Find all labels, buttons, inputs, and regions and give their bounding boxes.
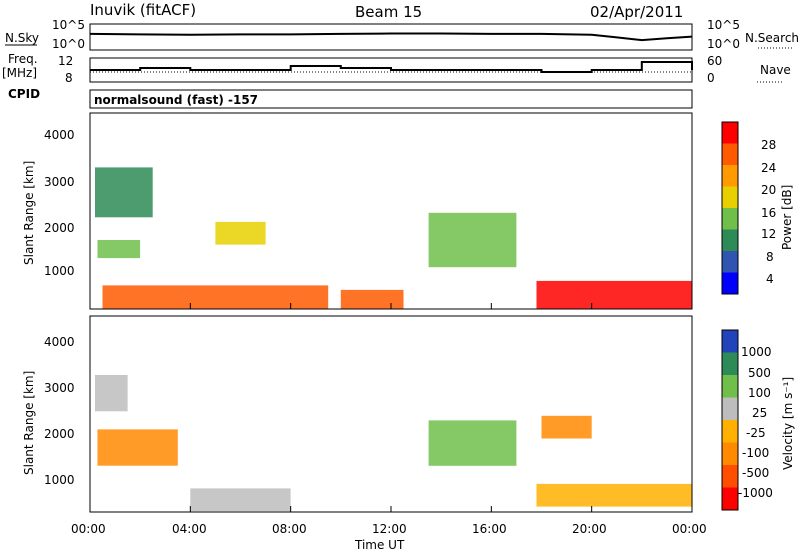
power-colorbar-frame [721, 121, 739, 295]
nsky-series-line [89, 32, 693, 42]
nsky-label: N.Sky [5, 31, 39, 45]
xtick-1600: 16:00 [472, 522, 507, 536]
power-cbar-tick-12: 12 [761, 227, 776, 241]
freq-panel: Freq. [MHz] 12 8 60 0 Nave [2, 52, 791, 85]
nsky-tick-bottom: 10^0 [52, 37, 85, 51]
velocity-cell-2 [190, 488, 291, 512]
velocity-ytick-4000: 4000 [44, 335, 75, 349]
freq-series-line [90, 61, 693, 73]
velocity-cell-4 [536, 483, 692, 507]
freq-label: Freq. [8, 52, 38, 66]
power-colorbar-swatch-2 [722, 165, 738, 187]
nsearch-tick-top: 10^5 [707, 18, 740, 32]
xtick-2400: 00:00 [672, 522, 707, 536]
velocity-cbar-tick-25: 25 [752, 406, 767, 420]
velocity-ytick-1000: 1000 [44, 473, 75, 487]
velocity-cbar-tick-minus1000: -1000 [738, 486, 773, 500]
nave-label: Nave [760, 63, 791, 77]
velocity-colorbar-swatch-6 [722, 465, 738, 488]
velocity-colorbar-swatch-1 [722, 352, 738, 376]
velocity-ytick-3000: 3000 [44, 381, 75, 395]
power-ytick-3000: 3000 [44, 175, 75, 189]
xtick-0400: 04:00 [172, 522, 207, 536]
power-ytick-4000: 4000 [44, 128, 75, 142]
velocity-colorbar-swatch-3 [722, 397, 738, 421]
freq-tick-bottom: 8 [65, 71, 73, 85]
velocity-cell-3 [428, 420, 517, 466]
velocity-cell-0 [97, 429, 178, 466]
power-colorbar-swatch-6 [722, 251, 738, 273]
power-colorbar-swatch-4 [722, 208, 738, 230]
xtick-0000: 00:00 [71, 522, 106, 536]
date-title: 02/Apr/2011 [590, 3, 683, 21]
power-cell-2 [536, 280, 692, 309]
velocity-cbar-tick-1000: 1000 [741, 345, 772, 359]
power-cbar-tick-28: 28 [761, 138, 776, 152]
velocity-cell-1 [95, 375, 128, 412]
velocity-cbar-tick-100: 100 [748, 386, 771, 400]
power-cbar-tick-24: 24 [761, 161, 776, 175]
power-colorbar-swatch-7 [722, 272, 738, 295]
velocity-cbar-label: Velocity [m s⁻¹] [781, 377, 795, 470]
power-ytick-2000: 2000 [44, 221, 75, 235]
power-cbar-label: Power [dB] [780, 185, 794, 250]
velocity-cell-5 [541, 415, 592, 439]
velocity-colorbar-swatch-7 [722, 487, 738, 511]
power-ytick-1000: 1000 [44, 264, 75, 278]
nsky-tick-top: 10^5 [52, 18, 85, 32]
velocity-panel: Slant Range [km] 4000 3000 2000 1000 100… [22, 315, 795, 513]
power-colorbar [721, 121, 739, 295]
cpid-label: CPID [8, 87, 40, 101]
velocity-cbar-tick-500: 500 [748, 366, 771, 380]
power-colorbar-swatch-3 [722, 186, 738, 209]
power-cell-3 [97, 240, 141, 259]
velocity-colorbar-swatch-0 [722, 330, 738, 353]
station-title: Inuvik (fitACF) [90, 1, 196, 19]
xtick-2000: 20:00 [572, 522, 607, 536]
velocity-cbar-tick-minus500: -500 [742, 466, 769, 480]
nave-tick-bottom: 0 [707, 71, 715, 85]
power-cbar-tick-4: 4 [766, 272, 774, 286]
power-cell-0 [102, 285, 329, 309]
nsearch-label: N.Search [745, 31, 799, 45]
xtick-1200: 12:00 [372, 522, 407, 536]
xaxis-label: Time UT [354, 538, 405, 552]
power-cbar-tick-8: 8 [766, 250, 774, 264]
velocity-cbar-tick-minus25: -25 [746, 426, 766, 440]
power-colorbar-swatch-1 [722, 143, 738, 166]
velocity-ylabel: Slant Range [km] [22, 371, 36, 475]
power-cbar-tick-16: 16 [761, 206, 776, 220]
power-panel: Slant Range [km] 4000 3000 2000 1000 28 … [22, 112, 794, 310]
power-cell-5 [95, 167, 153, 218]
velocity-colorbar-frame [721, 329, 739, 511]
power-colorbar-swatch-0 [722, 122, 738, 144]
nave-tick-top: 60 [707, 54, 722, 68]
power-cell-6 [215, 221, 266, 245]
velocity-heatmap [95, 375, 692, 512]
beam-title: Beam 15 [355, 3, 422, 21]
nsky-panel: N.Sky 10^5 10^0 10^5 10^0 N.Search [5, 18, 799, 51]
power-cbar-tick-20: 20 [761, 183, 776, 197]
freq-unit-label: [MHz] [2, 66, 37, 80]
power-cell-1 [340, 289, 404, 309]
freq-tick-top: 12 [58, 54, 73, 68]
power-cell-4 [428, 212, 517, 268]
power-heatmap [95, 167, 692, 309]
velocity-colorbar [721, 329, 739, 511]
nsearch-tick-bottom: 10^0 [707, 37, 740, 51]
cpid-mode: normalsound (fast) -157 [94, 93, 258, 107]
velocity-cbar-tick-minus100: -100 [742, 446, 769, 460]
power-colorbar-swatch-5 [722, 229, 738, 252]
velocity-colorbar-swatch-2 [722, 375, 738, 398]
x-axis: 00:00 04:00 08:00 12:00 16:00 20:00 00:0… [71, 522, 707, 552]
velocity-colorbar-swatch-5 [722, 442, 738, 466]
xtick-0800: 08:00 [272, 522, 307, 536]
velocity-colorbar-swatch-4 [722, 420, 738, 443]
velocity-ytick-2000: 2000 [44, 427, 75, 441]
power-ylabel: Slant Range [km] [22, 161, 36, 265]
